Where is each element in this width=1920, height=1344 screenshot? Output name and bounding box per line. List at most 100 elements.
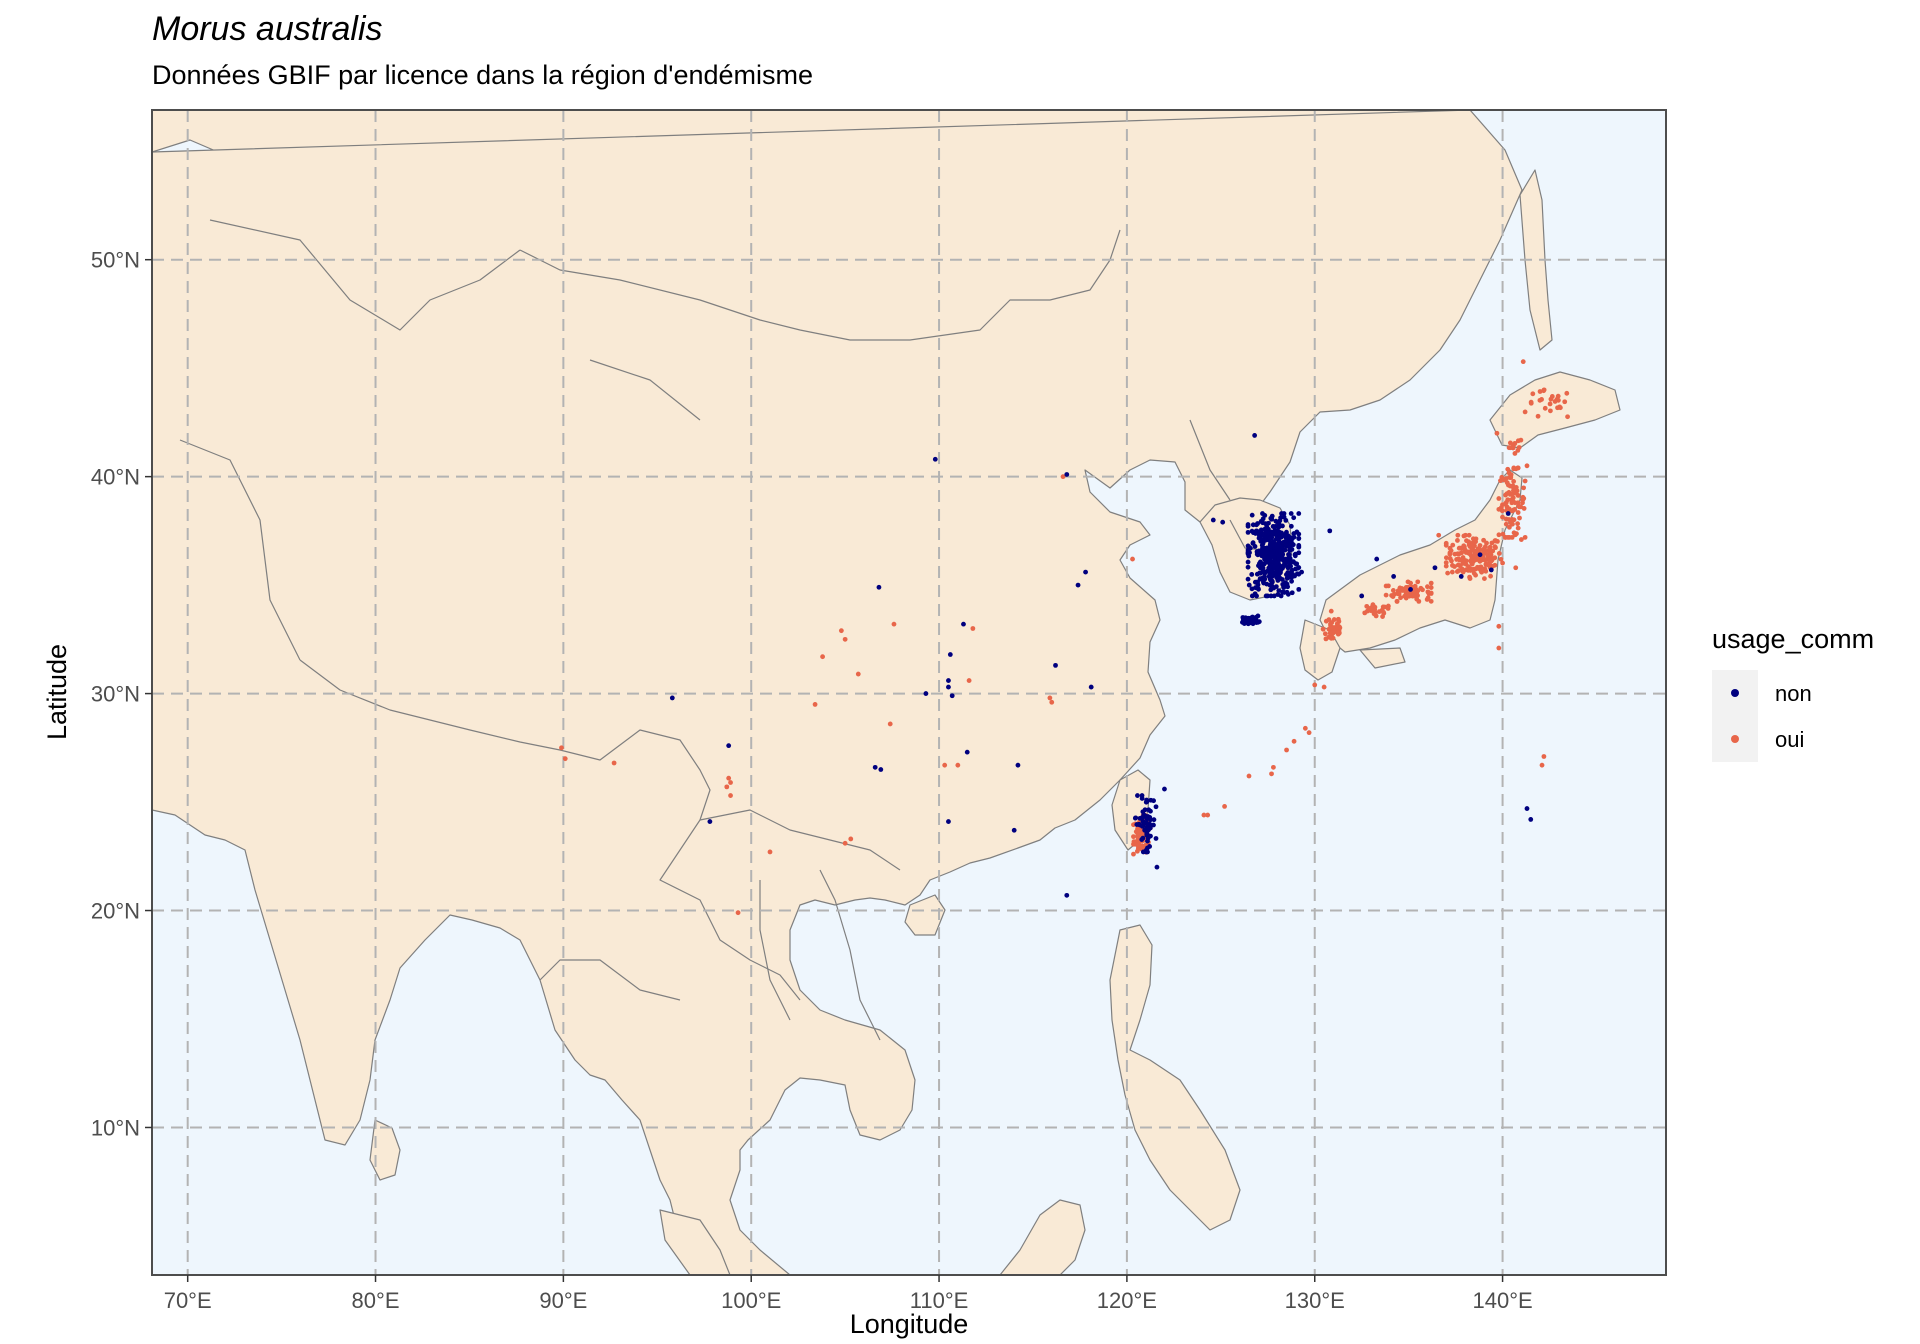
legend-marker-non bbox=[1731, 689, 1739, 697]
point-oui bbox=[1385, 606, 1391, 611]
point-oui bbox=[1135, 843, 1141, 849]
point-oui bbox=[1515, 521, 1520, 527]
point-oui bbox=[1455, 532, 1461, 538]
point-non bbox=[1277, 545, 1283, 551]
point-oui bbox=[1425, 584, 1430, 590]
point-oui bbox=[1547, 408, 1553, 414]
point-non bbox=[1153, 804, 1159, 810]
legend-title: usage_comm bbox=[1712, 624, 1874, 654]
point-oui bbox=[1336, 631, 1341, 637]
point-oui bbox=[1498, 478, 1503, 484]
point-oui bbox=[1503, 521, 1509, 527]
point-non bbox=[1015, 762, 1021, 768]
point-non bbox=[1249, 572, 1255, 577]
point-non bbox=[1288, 523, 1294, 529]
point-oui bbox=[1496, 551, 1502, 556]
point-oui bbox=[1500, 514, 1505, 520]
point-oui bbox=[1408, 580, 1414, 586]
point-oui bbox=[1447, 545, 1453, 551]
point-non bbox=[1257, 534, 1263, 540]
point-oui bbox=[1512, 440, 1518, 446]
point-oui bbox=[1565, 414, 1570, 420]
point-non bbox=[1290, 542, 1296, 548]
point-non bbox=[1135, 793, 1140, 798]
point-non bbox=[1249, 512, 1255, 518]
point-oui bbox=[1131, 851, 1136, 857]
point-oui bbox=[1447, 556, 1453, 561]
map-panel bbox=[152, 110, 1621, 1275]
series-oui bbox=[559, 359, 1570, 916]
point-oui bbox=[1477, 543, 1483, 548]
point-non bbox=[1276, 588, 1282, 594]
point-oui bbox=[1328, 621, 1333, 627]
point-oui bbox=[1557, 405, 1563, 411]
point-non bbox=[1245, 559, 1251, 565]
point-non bbox=[1281, 547, 1287, 553]
point-non bbox=[1257, 570, 1263, 576]
point-non bbox=[1144, 799, 1150, 805]
point-non bbox=[1265, 593, 1271, 599]
point-non bbox=[1139, 837, 1145, 842]
point-non bbox=[1142, 827, 1148, 833]
point-oui bbox=[838, 628, 844, 634]
point-non bbox=[1132, 815, 1138, 821]
point-oui bbox=[1330, 635, 1336, 641]
point-non bbox=[1220, 519, 1226, 525]
point-oui bbox=[611, 760, 617, 766]
x-tick-label: 120°E bbox=[1097, 1288, 1157, 1313]
point-oui bbox=[1547, 401, 1553, 407]
point-oui bbox=[1320, 626, 1326, 632]
point-non bbox=[1241, 621, 1247, 626]
point-oui bbox=[1456, 568, 1462, 574]
x-tick-label: 130°E bbox=[1285, 1288, 1345, 1313]
point-oui bbox=[1428, 585, 1434, 591]
point-non bbox=[1268, 543, 1274, 549]
point-non bbox=[1245, 549, 1251, 555]
point-oui bbox=[728, 793, 733, 798]
point-non bbox=[1267, 535, 1273, 541]
sakhalin bbox=[1519, 169, 1553, 351]
point-oui bbox=[1498, 505, 1504, 510]
point-oui bbox=[1524, 463, 1530, 469]
border-line bbox=[759, 880, 791, 1021]
point-non bbox=[1137, 822, 1143, 828]
point-non bbox=[1245, 529, 1251, 535]
point-oui bbox=[726, 775, 732, 781]
point-non bbox=[1245, 615, 1251, 621]
point-oui bbox=[1312, 682, 1318, 688]
point-non bbox=[1296, 536, 1302, 541]
point-oui bbox=[1452, 564, 1457, 569]
point-oui bbox=[1472, 557, 1478, 563]
point-oui bbox=[1473, 539, 1478, 545]
border-line bbox=[1189, 419, 1231, 501]
point-non bbox=[1432, 565, 1438, 571]
x-axis-title: Longitude bbox=[850, 1309, 969, 1339]
point-oui bbox=[1521, 485, 1526, 491]
point-oui bbox=[887, 721, 893, 727]
point-oui bbox=[966, 678, 972, 683]
point-non bbox=[1281, 511, 1287, 516]
point-non bbox=[1253, 531, 1258, 536]
point-oui bbox=[1518, 537, 1524, 542]
point-non bbox=[1262, 571, 1268, 576]
point-non bbox=[946, 819, 951, 824]
border-line bbox=[699, 809, 901, 871]
point-non bbox=[1287, 561, 1293, 566]
point-non bbox=[1288, 511, 1294, 516]
y-tick-label: 10°N bbox=[91, 1115, 140, 1140]
point-oui bbox=[842, 636, 848, 642]
point-oui bbox=[1383, 592, 1389, 598]
point-oui bbox=[842, 840, 848, 846]
point-non bbox=[1147, 815, 1153, 820]
point-non bbox=[1289, 574, 1295, 580]
point-non bbox=[1273, 573, 1279, 579]
point-oui bbox=[1284, 747, 1289, 753]
point-non bbox=[1246, 582, 1252, 588]
point-non bbox=[1276, 553, 1282, 559]
point-oui bbox=[1371, 611, 1377, 617]
point-non bbox=[1287, 548, 1293, 553]
point-non bbox=[876, 584, 882, 590]
point-non bbox=[1458, 574, 1464, 579]
point-non bbox=[1083, 569, 1088, 575]
point-oui bbox=[1541, 754, 1547, 759]
